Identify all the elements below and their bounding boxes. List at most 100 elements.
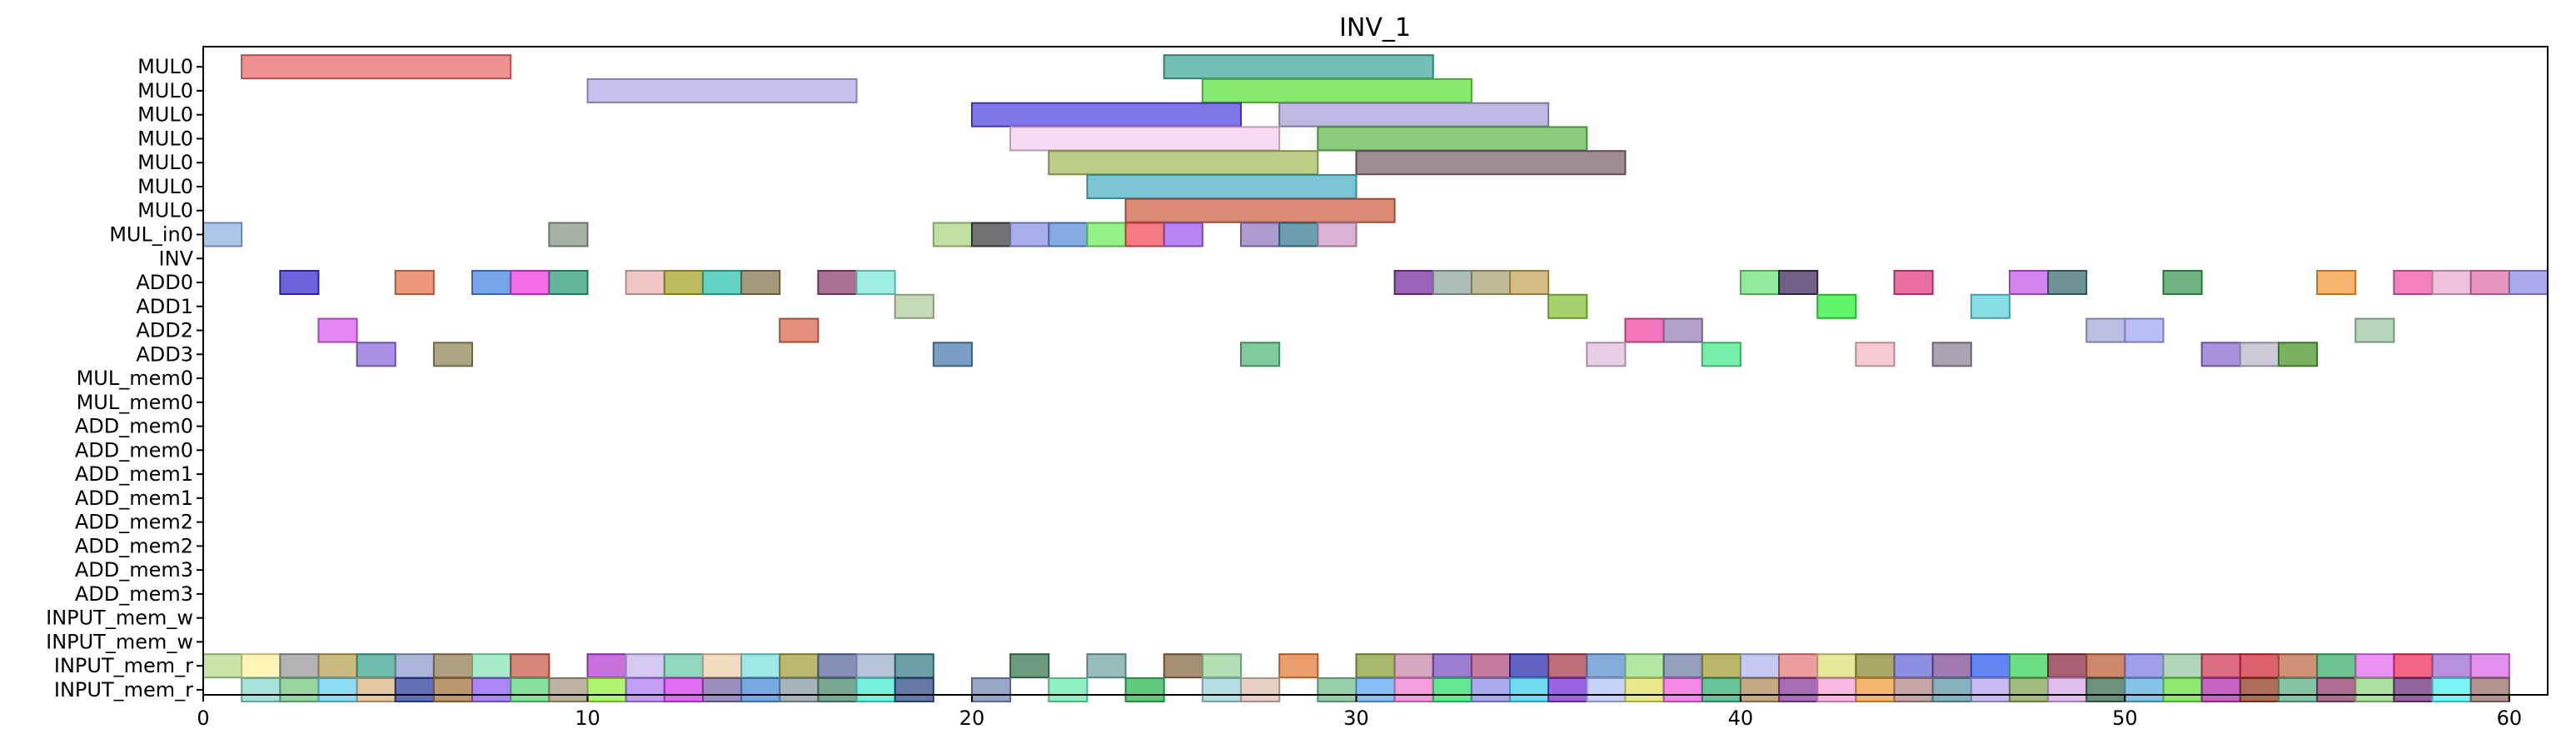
task-bar — [1778, 677, 1819, 702]
task-bar — [1355, 653, 1396, 679]
task-bar — [1163, 54, 1434, 80]
task-bar — [1239, 342, 1281, 367]
task-bar — [2316, 653, 2357, 679]
task-bar — [1393, 653, 1434, 679]
task-bar — [1278, 653, 1319, 679]
task-bar — [2393, 677, 2434, 702]
task-bar — [1086, 653, 1127, 679]
task-bar — [471, 653, 512, 679]
task-bar — [1317, 677, 1358, 702]
task-bar — [1124, 677, 1165, 702]
task-bar — [2316, 270, 2357, 296]
task-bar — [586, 77, 858, 103]
task-bar — [663, 653, 704, 679]
y-tick-label: MUL_mem0 — [77, 391, 193, 414]
task-bar — [1432, 653, 1472, 679]
task-bar — [1586, 653, 1627, 679]
task-bar — [2085, 317, 2126, 343]
task-bar — [1778, 270, 1819, 296]
y-tick-label: INPUT_mem_w — [46, 630, 193, 653]
task-bar — [855, 677, 896, 702]
task-bar — [1432, 677, 1472, 702]
task-bar — [817, 270, 858, 296]
task-bar — [1547, 293, 1588, 319]
task-bar — [1355, 677, 1396, 702]
task-bar — [2008, 270, 2050, 296]
task-bar — [779, 653, 820, 679]
task-bar — [1009, 222, 1050, 247]
task-bar — [2469, 677, 2510, 702]
y-tick-label: ADD3 — [136, 342, 193, 366]
task-bar — [548, 222, 589, 247]
task-bar — [1163, 222, 1203, 247]
task-bar — [471, 270, 512, 296]
task-bar — [1739, 653, 1781, 679]
task-bar — [394, 653, 435, 679]
task-bar — [2239, 342, 2280, 367]
y-tick-label: MUL_in0 — [109, 223, 193, 247]
task-bar — [241, 653, 282, 679]
task-bar — [1317, 126, 1588, 152]
task-bar — [894, 293, 934, 319]
task-bar — [1816, 653, 1857, 679]
task-bar — [586, 677, 627, 702]
task-bar — [1739, 677, 1781, 702]
task-bar — [1816, 293, 1857, 319]
task-bar — [2162, 270, 2203, 296]
task-bar — [1317, 222, 1358, 247]
task-bar — [2354, 317, 2395, 343]
task-bar — [1855, 677, 1896, 702]
task-bar — [2008, 677, 2050, 702]
y-tick-label: ADD1 — [136, 295, 193, 318]
task-bar — [1893, 677, 1934, 702]
task-bar — [701, 270, 743, 296]
task-bar — [970, 222, 1012, 247]
task-bar — [2508, 270, 2549, 296]
task-bar — [1278, 102, 1550, 127]
x-tick-label: 20 — [959, 707, 985, 730]
task-bar — [663, 677, 704, 702]
task-bar — [970, 102, 1242, 127]
task-bar — [2200, 342, 2241, 367]
task-bar — [241, 677, 282, 702]
y-tick-label: ADD_mem0 — [75, 415, 193, 438]
task-bar — [1701, 342, 1741, 367]
task-bar — [1239, 677, 1281, 702]
chart-title: INV_1 — [1339, 13, 1411, 42]
task-bar — [1048, 222, 1089, 247]
task-bar — [1393, 270, 1434, 296]
task-bar — [2124, 653, 2165, 679]
task-bar — [625, 653, 665, 679]
task-bar — [394, 677, 435, 702]
task-bar — [202, 222, 243, 247]
x-tick-label: 0 — [197, 707, 209, 730]
x-tick-label: 40 — [1728, 707, 1754, 730]
task-bar — [1124, 222, 1165, 247]
task-bar — [2469, 653, 2510, 679]
task-bar — [1048, 150, 1319, 176]
y-tick-label: INPUT_mem_r — [54, 654, 193, 677]
y-tick-label: ADD_mem3 — [75, 582, 193, 606]
task-bar — [701, 653, 743, 679]
task-bar — [1355, 150, 1627, 176]
task-bar — [1239, 222, 1281, 247]
task-bar — [1009, 126, 1281, 152]
task-bar — [1586, 677, 1627, 702]
x-tick-label: 30 — [1343, 707, 1369, 730]
task-bars — [202, 54, 2549, 702]
task-bar — [1701, 653, 1741, 679]
task-bar — [279, 270, 320, 296]
task-bar — [2277, 653, 2319, 679]
task-bar — [317, 317, 358, 343]
y-tick-label: MUL0 — [137, 127, 193, 150]
y-tick-label: MUL_mem0 — [77, 367, 193, 390]
task-bar — [1509, 653, 1550, 679]
task-bar — [317, 653, 358, 679]
task-bar — [279, 677, 320, 702]
row-labels: MUL0MUL0MUL0MUL0MUL0MUL0MUL0MUL_in0INVAD… — [46, 55, 203, 702]
task-bar — [625, 270, 665, 296]
task-bar — [317, 677, 358, 702]
task-bar — [356, 342, 396, 367]
task-bar — [356, 677, 396, 702]
